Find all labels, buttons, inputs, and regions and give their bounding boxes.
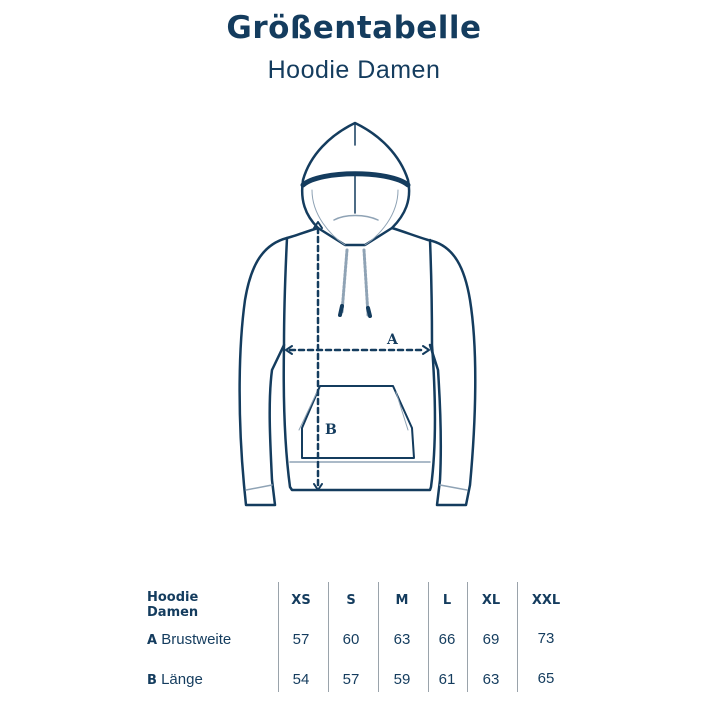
- column-divider: [467, 582, 468, 692]
- size-header-m: M: [395, 593, 409, 608]
- page-subtitle: Hoodie Damen: [267, 56, 441, 84]
- table-cell: 57: [292, 631, 310, 648]
- table-cell: 73: [537, 630, 555, 647]
- table-cell: 60: [342, 631, 360, 648]
- table-row-label: B Länge: [147, 671, 203, 688]
- row-key: A: [147, 633, 158, 648]
- size-header-l: L: [442, 593, 452, 608]
- size-header-xxl: XXL: [531, 593, 561, 608]
- row-key: B: [147, 673, 157, 688]
- column-divider: [278, 582, 279, 692]
- corner-label-line1: Hoodie: [147, 590, 199, 605]
- row-label: Länge: [161, 671, 203, 688]
- table-cell: 61: [438, 671, 456, 688]
- column-divider: [428, 582, 429, 692]
- page-title: Größentabelle: [226, 10, 482, 46]
- size-header-s: S: [346, 593, 356, 608]
- table-cell: 69: [482, 631, 500, 648]
- corner-label-line2: Damen: [147, 605, 199, 620]
- table-cell: 66: [438, 631, 456, 648]
- table-cell: 65: [537, 670, 555, 687]
- measurement-label-b: B: [325, 422, 337, 438]
- table-row-label: A Brustweite: [147, 631, 231, 648]
- column-divider: [517, 582, 518, 692]
- row-label: Brustweite: [161, 631, 232, 648]
- hoodie-illustration: A B: [238, 121, 477, 507]
- column-divider: [378, 582, 379, 692]
- size-header-xs: XS: [291, 593, 311, 608]
- table-cell: 54: [292, 671, 310, 688]
- measurement-label-a: A: [386, 332, 399, 348]
- table-corner-label: Hoodie Damen: [147, 590, 198, 620]
- table-cell: 63: [482, 671, 500, 688]
- table-cell: 57: [342, 671, 360, 688]
- column-divider: [328, 582, 329, 692]
- table-cell: 59: [393, 671, 411, 688]
- size-header-xl: XL: [481, 593, 501, 608]
- table-cell: 63: [393, 631, 411, 648]
